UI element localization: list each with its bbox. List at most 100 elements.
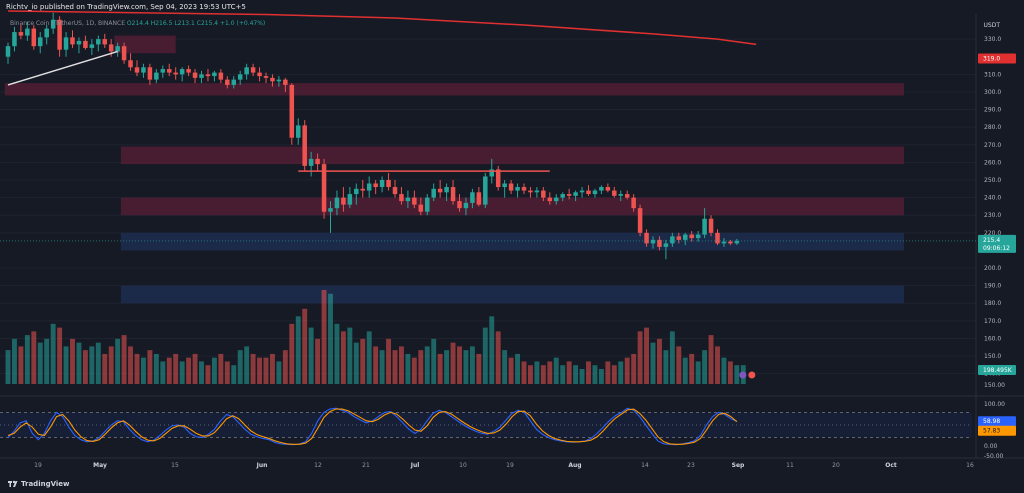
candle-body[interactable] xyxy=(579,190,585,193)
time-tick-label[interactable]: May xyxy=(93,462,107,469)
candle-body[interactable] xyxy=(308,158,314,166)
time-tick-label[interactable]: 23 xyxy=(687,462,695,469)
candle-body[interactable] xyxy=(289,84,295,138)
candle-body[interactable] xyxy=(644,232,649,244)
time-tick-label[interactable]: 16 xyxy=(966,462,974,469)
candle-body[interactable] xyxy=(444,187,449,193)
candle-body[interactable] xyxy=(360,188,366,191)
candle-body[interactable] xyxy=(528,190,533,193)
candle-body[interactable] xyxy=(637,208,643,233)
candle-body[interactable] xyxy=(424,197,430,212)
candle-body[interactable] xyxy=(192,72,198,78)
candle-body[interactable] xyxy=(708,218,714,233)
candle-body[interactable] xyxy=(160,69,166,73)
candle-body[interactable] xyxy=(631,197,636,209)
time-tick-label[interactable]: Sep xyxy=(732,462,745,469)
currency-label[interactable]: USDT xyxy=(983,22,1001,29)
uptrend-line[interactable] xyxy=(7,50,118,86)
time-tick-label[interactable]: Oct xyxy=(885,462,897,469)
candle-body[interactable] xyxy=(618,194,624,196)
time-tick-label[interactable]: Aug xyxy=(568,462,581,469)
candle-body[interactable] xyxy=(205,74,211,77)
candle-body[interactable] xyxy=(734,240,740,244)
candle-body[interactable] xyxy=(560,194,565,198)
candle-body[interactable] xyxy=(270,77,275,82)
time-tick-label[interactable]: 12 xyxy=(314,462,322,469)
candle-body[interactable] xyxy=(341,197,346,205)
candle-body[interactable] xyxy=(483,176,488,205)
candle-body[interactable] xyxy=(463,202,469,209)
candle-body[interactable] xyxy=(37,37,43,47)
candle-body[interactable] xyxy=(470,192,475,203)
candle-body[interactable] xyxy=(321,164,327,212)
candle-body[interactable] xyxy=(437,188,443,193)
candle-body[interactable] xyxy=(244,67,249,75)
candle-body[interactable] xyxy=(392,187,398,195)
candle-body[interactable] xyxy=(515,187,520,191)
candle-body[interactable] xyxy=(315,158,320,165)
candle-body[interactable] xyxy=(508,183,514,191)
candle-body[interactable] xyxy=(334,197,340,209)
candle-body[interactable] xyxy=(605,187,611,191)
candle-body[interactable] xyxy=(5,46,11,57)
candle-body[interactable] xyxy=(489,169,495,177)
dividends-event-icon[interactable] xyxy=(739,371,747,379)
candle-body[interactable] xyxy=(295,125,301,138)
candle-body[interactable] xyxy=(612,190,617,196)
candle-body[interactable] xyxy=(63,37,69,50)
candle-body[interactable] xyxy=(702,218,707,235)
time-tick-label[interactable]: Jul xyxy=(410,462,420,469)
candle-body[interactable] xyxy=(450,187,456,202)
candle-body[interactable] xyxy=(147,67,153,80)
time-axis[interactable]: 19 May 15 Jun 12 21 Jul 10 19 Aug 14 23 Sep 11 20 Oct 16 xyxy=(34,462,974,469)
candle-body[interactable] xyxy=(134,67,140,73)
candle-body[interactable] xyxy=(31,28,37,47)
candle-body[interactable] xyxy=(354,188,359,195)
candle-body[interactable] xyxy=(502,183,507,188)
candle-body[interactable] xyxy=(534,190,540,193)
candle-body[interactable] xyxy=(212,72,217,77)
candle-body[interactable] xyxy=(231,79,237,85)
candle-body[interactable] xyxy=(476,192,482,205)
candle-body[interactable] xyxy=(283,79,288,85)
candle-body[interactable] xyxy=(96,39,101,45)
candle-body[interactable] xyxy=(154,72,159,80)
earnings-event-icon[interactable] xyxy=(748,371,756,379)
candle-body[interactable] xyxy=(386,179,391,188)
candle-body[interactable] xyxy=(682,234,688,240)
candle-body[interactable] xyxy=(495,169,501,188)
candle-body[interactable] xyxy=(599,187,604,191)
candle-body[interactable] xyxy=(541,190,546,198)
candle-body[interactable] xyxy=(412,197,417,205)
candle-body[interactable] xyxy=(624,194,630,198)
candle-body[interactable] xyxy=(431,188,436,198)
candle-body[interactable] xyxy=(115,46,120,52)
candle-body[interactable] xyxy=(76,40,82,45)
candle-body[interactable] xyxy=(663,243,669,247)
time-tick-label[interactable]: 15 xyxy=(171,462,179,469)
candle-body[interactable] xyxy=(650,239,656,244)
candle-body[interactable] xyxy=(657,239,662,247)
candle-body[interactable] xyxy=(728,241,733,244)
candle-body[interactable] xyxy=(715,232,720,244)
time-tick-label[interactable]: 11 xyxy=(786,462,794,469)
candle-body[interactable] xyxy=(399,194,404,202)
candle-body[interactable] xyxy=(179,69,185,75)
candle-body[interactable] xyxy=(89,44,95,48)
candle-body[interactable] xyxy=(12,32,17,47)
candle-body[interactable] xyxy=(592,190,598,195)
candle-body[interactable] xyxy=(102,39,108,45)
candle-body[interactable] xyxy=(553,197,559,202)
candle-body[interactable] xyxy=(573,192,578,196)
candle-body[interactable] xyxy=(366,183,372,191)
candle-body[interactable] xyxy=(373,183,378,188)
candle-body[interactable] xyxy=(218,72,224,80)
time-tick-label[interactable]: 20 xyxy=(832,462,840,469)
candle-body[interactable] xyxy=(670,236,675,244)
candle-body[interactable] xyxy=(721,241,727,244)
candle-body[interactable] xyxy=(586,190,591,195)
time-tick-label[interactable]: 19 xyxy=(506,462,514,469)
candle-body[interactable] xyxy=(128,60,133,68)
time-tick-label[interactable]: 14 xyxy=(641,462,649,469)
time-tick-label[interactable]: 10 xyxy=(459,462,467,469)
